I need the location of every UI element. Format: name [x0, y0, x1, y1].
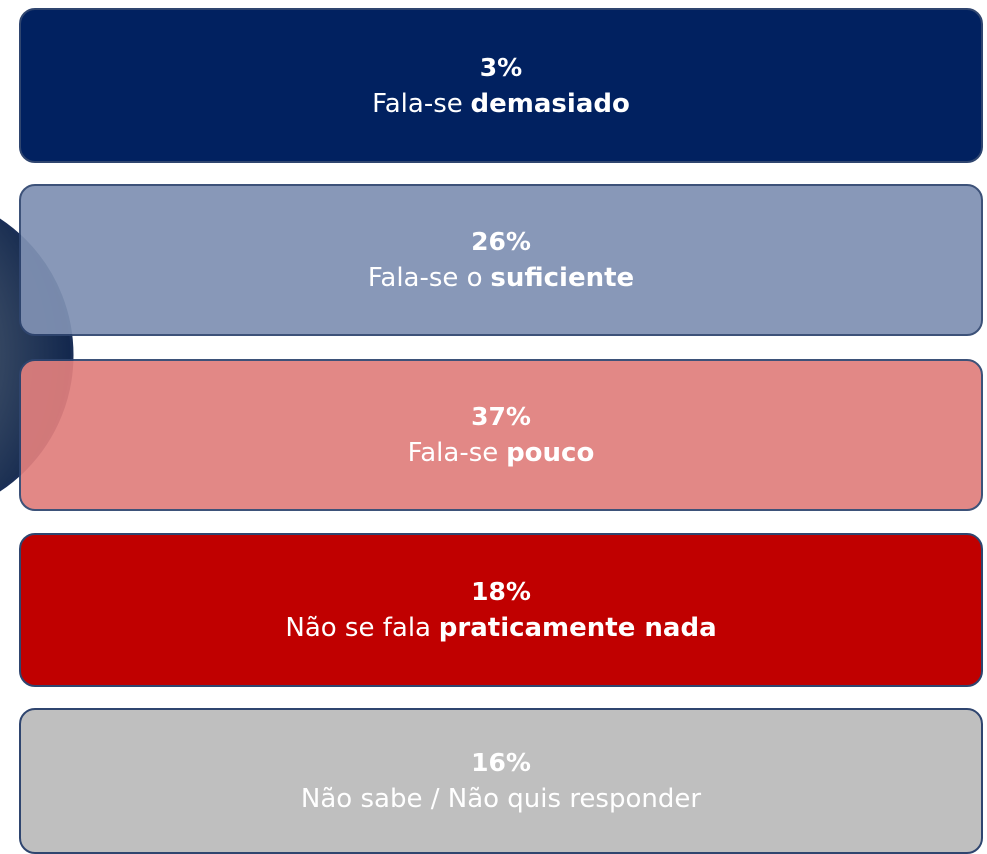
- page: 3% Fala-se demasiado 26%Fala-se osuficiente…: [0, 0, 987, 854]
- label-emphasis: pouco: [506, 438, 594, 468]
- answer-box: 18% Não se fala praticamente nada: [19, 533, 983, 687]
- percent: 18%: [471, 574, 531, 610]
- label-text: Não sabe / Não quis responder: [301, 784, 701, 814]
- answer-label: Fala-se demasiado: [372, 86, 630, 122]
- answer-box: 3% Fala-se demasiado: [19, 8, 983, 163]
- answer-label: Não se fala praticamente nada: [285, 610, 716, 646]
- label-text: Fala-se: [408, 438, 499, 468]
- label-emphasis: praticamente nada: [439, 613, 717, 643]
- answer-label: Não sabe / Não quis responder: [301, 781, 701, 817]
- percent: 16%: [471, 745, 531, 781]
- answer-box: 16%Não sabe / Não quis responder: [19, 708, 983, 854]
- percent: 37%: [471, 399, 531, 435]
- percent: 3%: [480, 50, 522, 86]
- label-text: Fala-se o: [368, 263, 483, 293]
- percent: 26%: [471, 224, 531, 260]
- label-emphasis: demasiado: [471, 89, 630, 119]
- label-emphasis: suficiente: [490, 263, 634, 293]
- label-text: Fala-se: [372, 89, 463, 119]
- label-text: Não se fala: [285, 613, 431, 643]
